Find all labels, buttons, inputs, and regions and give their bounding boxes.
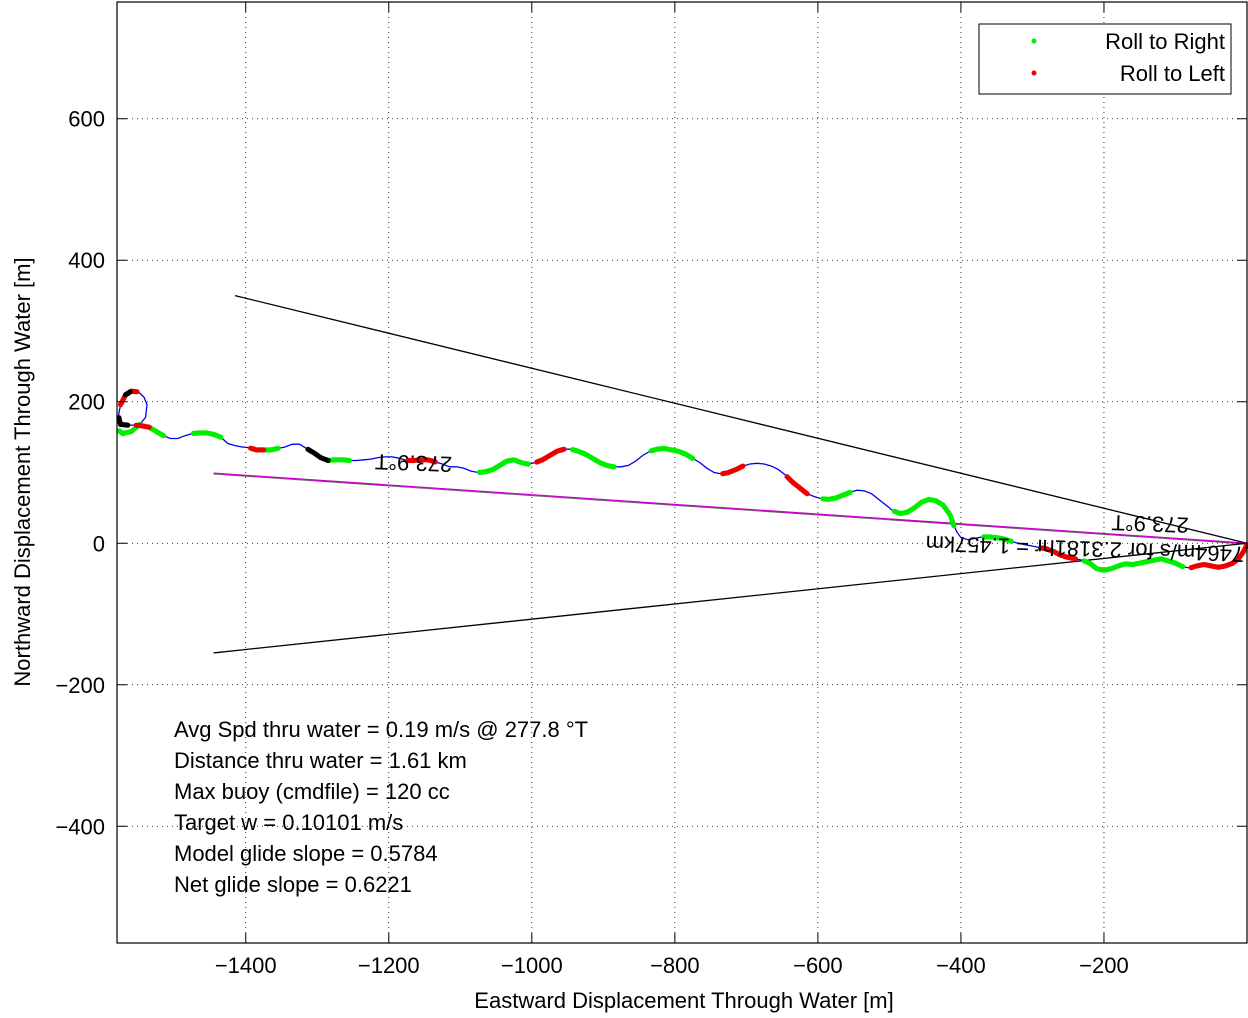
axis-ticks: −1400 −1200 −1000 −800 −600 −400 −200 −400 −200 0… [55, 2, 1247, 978]
annotation-target-w: Target w = 0.10101 m/s [174, 810, 403, 835]
x-tick-label: −200 [1079, 953, 1129, 978]
annotation-distance: Distance thru water = 1.61 km [174, 748, 467, 773]
roll-left-marker [134, 389, 140, 395]
grid [117, 2, 1247, 943]
legend-box [978, 23, 1232, 95]
cone-line [213, 542, 1248, 654]
x-axis-label: Eastward Displacement Through Water [m] [474, 988, 893, 1013]
roll-right-marker [820, 496, 826, 502]
roll-left-marker [1038, 545, 1044, 551]
roll-right-marker [116, 428, 122, 434]
x-tick-label: −600 [793, 953, 843, 978]
roll-left-marker [405, 457, 411, 464]
roll-left-marker [248, 445, 254, 451]
y-tick-label: 0 [93, 531, 105, 556]
legend-label-roll-right: Roll to Right [1105, 29, 1225, 54]
annotation-net-glide: Net glide slope = 0.6221 [174, 872, 412, 897]
legend-marker-roll-right [1031, 38, 1037, 44]
cone-lines [213, 294, 1248, 654]
track-dark-marker [116, 415, 122, 421]
x-tick-label: −1200 [358, 953, 420, 978]
x-tick-label: −800 [650, 953, 700, 978]
y-axis-label: Northward Displacement Through Water [m] [10, 257, 35, 686]
y-tick-label: −200 [55, 673, 105, 698]
plot-area [117, 2, 1247, 943]
plot-frame [116, 1, 1248, 944]
roll-right-marker [1081, 558, 1087, 564]
heading-line [213, 472, 1248, 544]
legend-marker-roll-left [1031, 70, 1037, 76]
x-tick-label: −400 [936, 953, 986, 978]
annotation-block: Avg Spd thru water = 0.19 m/s @ 277.8 °T… [174, 717, 588, 897]
legend: Roll to Right Roll to Left [978, 23, 1232, 95]
roll-right-marker [477, 469, 483, 475]
roll-markers [116, 388, 1248, 573]
rotated-label: 273.9°T [1111, 510, 1189, 538]
annotation-model-glide: Model glide slope = 0.5784 [174, 841, 438, 866]
heading-line-shadow [213, 473, 1248, 545]
roll-left-marker [720, 471, 726, 477]
rotated-label: 273.9°T [374, 449, 452, 477]
y-tick-label: 600 [68, 107, 105, 132]
y-tick-label: 200 [68, 390, 105, 415]
x-tick-label: −1000 [501, 953, 563, 978]
roll-right-marker [570, 447, 576, 453]
roll-left-marker [133, 422, 139, 428]
x-tick-label: −1400 [215, 953, 277, 978]
roll-right-marker [981, 534, 987, 540]
roll-left-marker [534, 459, 540, 465]
y-tick-label: −400 [55, 814, 105, 839]
roll-right-marker [891, 508, 898, 514]
roll-left-marker [1188, 565, 1194, 571]
roll-right-marker [190, 430, 197, 436]
cone-line [234, 294, 1248, 544]
annotation-avg-speed: Avg Spd thru water = 0.19 m/s @ 277.8 °T [174, 717, 588, 742]
track-dark-marker [127, 389, 133, 395]
roll-right-marker [648, 448, 654, 454]
y-tick-label: 400 [68, 248, 105, 273]
annotation-max-buoy: Max buoy (cmdfile) = 120 cc [174, 779, 450, 804]
track-dark-marker [305, 446, 311, 452]
roll-left-marker [784, 474, 790, 480]
legend-label-roll-left: Roll to Left [1120, 61, 1225, 86]
